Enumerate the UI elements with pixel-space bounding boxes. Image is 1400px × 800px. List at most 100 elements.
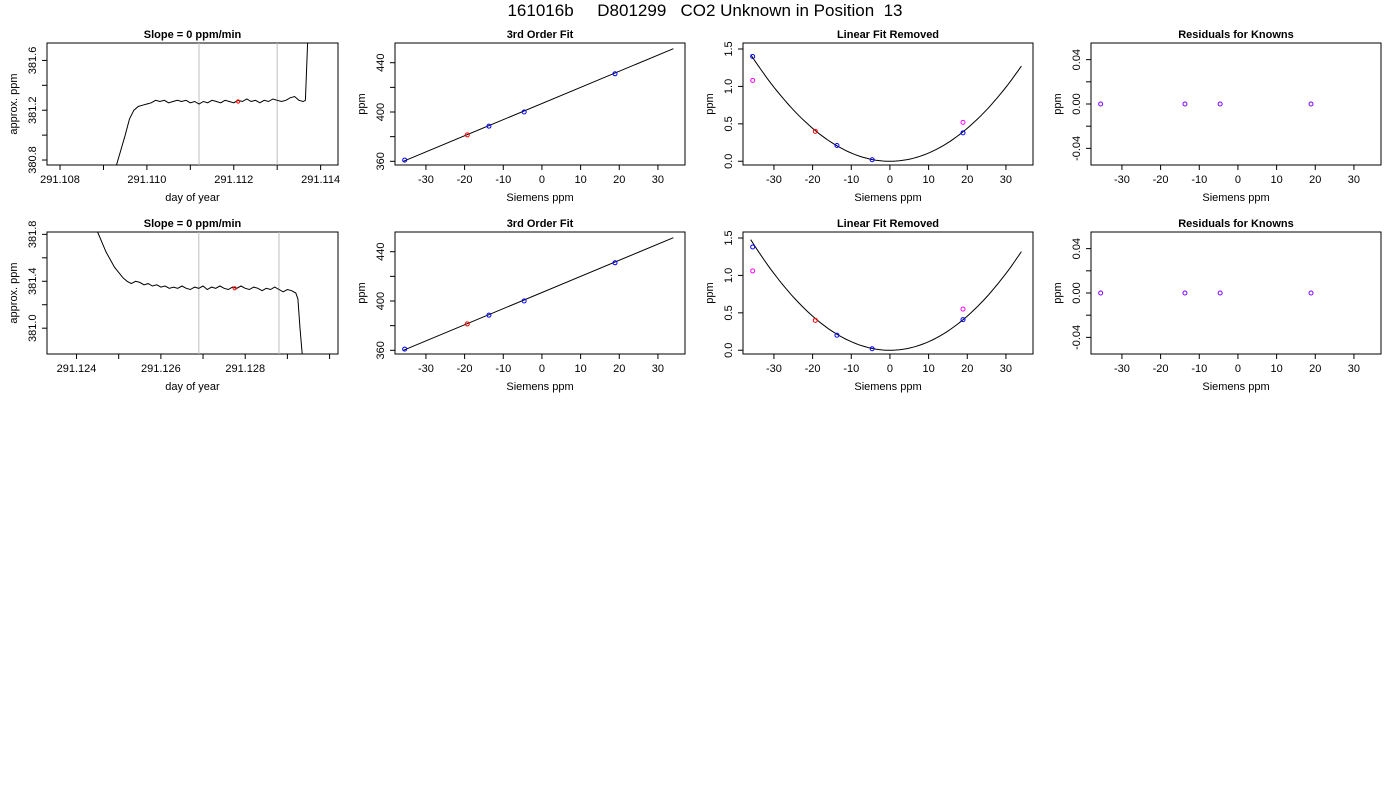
y-tick-label: 1.5 [723,230,735,245]
data-point-known [834,143,840,149]
y-tick-label: 0.04 [1071,238,1083,259]
plot-area [402,48,674,163]
x-tick-label: 20 [1309,174,1321,186]
chart-title: 3rd Order Fit [507,218,574,230]
y-tick-label: 400 [375,103,387,121]
x-axis-label: Siemens ppm [1202,192,1269,204]
data-point-unknown [464,132,470,138]
plot-frame [1090,42,1382,166]
x-axis-label: Siemens ppm [854,192,921,204]
data-point-residual [1308,101,1314,107]
x-tick-label: 0 [887,174,893,186]
y-axis-label: ppm [1052,282,1064,303]
y-tick-label: 0.00 [1071,93,1083,114]
chart-panel-1: Slope = 0 ppm/min 291.108 291.110 291.112 29… [8,29,340,204]
x-tick-label: -20 [805,363,821,375]
chart-title: Residuals for Knowns [1178,29,1294,41]
y-tick-label: 360 [375,341,387,359]
y-axis-label: ppm [356,93,368,114]
data-point-raw [750,77,756,83]
data-point-known [612,260,618,266]
fit-line [402,237,674,352]
plot-frame [394,42,686,166]
y-tick-label: 381.6 [27,47,39,75]
data-point-residual [1182,290,1188,296]
x-tick-label: 291.114 [301,174,340,186]
chart-panel-2: 3rd Order Fit -30 -20 -10 0 10 20 30 Siemens ppm… [356,29,686,204]
x-tick-label: 20 [961,174,973,186]
x-axis-label: day of year [165,381,220,393]
chart-title: Slope = 0 ppm/min [144,218,242,230]
plot-area [116,43,309,165]
chart-title: Linear Fit Removed [837,29,939,41]
x-tick-label: -30 [1114,174,1130,186]
data-point-residual [1098,101,1104,107]
chart-title: Residuals for Knowns [1178,218,1294,230]
x-tick-label: 30 [1000,174,1012,186]
y-tick-label: 400 [375,292,387,310]
x-tick-label: -10 [1191,174,1207,186]
x-tick-label: 30 [652,174,664,186]
x-tick-label: 10 [922,363,934,375]
y-axis-label: approx. ppm [8,262,20,323]
x-tick-label: 0 [1235,174,1241,186]
x-tick-label: 0 [539,174,545,186]
chart-title: Slope = 0 ppm/min [144,29,242,41]
x-tick-label: 10 [1270,174,1282,186]
x-tick-label: 0 [539,363,545,375]
x-tick-label: -20 [457,363,473,375]
x-axis-label: Siemens ppm [854,381,921,393]
y-tick-label: 0.04 [1071,49,1083,70]
data-point-known [521,109,527,115]
data-point-known [869,157,875,163]
y-axis-label: ppm [356,282,368,303]
data-point-residual [1182,101,1188,107]
y-tick-label: 381.4 [27,268,39,296]
x-axis-label: Siemens ppm [1202,381,1269,393]
x-tick-label: 10 [574,363,586,375]
data-point-known [834,332,840,338]
x-tick-label: -30 [418,363,434,375]
y-tick-label: -0.04 [1071,325,1083,350]
fit-line [402,48,674,163]
plot-frame [1090,231,1382,355]
x-tick-label: -10 [843,363,859,375]
chart-title: Linear Fit Removed [837,218,939,230]
page-title: 161016b D801299 CO2 Unknown in Position … [507,1,903,20]
data-point-residual [1308,290,1314,296]
plot-area [1098,290,1314,296]
plot-area [750,239,1022,352]
x-tick-label: 20 [613,363,625,375]
x-tick-label: -20 [805,174,821,186]
x-tick-label: -30 [1114,363,1130,375]
y-tick-label: 0.0 [723,343,735,358]
x-tick-label: 10 [922,174,934,186]
x-tick-label: -10 [495,363,511,375]
data-point-residual [1217,101,1223,107]
x-tick-label: 0 [887,363,893,375]
data-point-unknown [812,128,818,134]
plot-area [402,237,674,352]
y-axis-label: ppm [704,282,716,303]
y-tick-label: 440 [375,54,387,72]
x-tick-label: 30 [1348,174,1360,186]
y-tick-label: 381.0 [27,314,39,342]
data-point-known [486,123,492,129]
data-point-raw [960,119,966,125]
plot-area [97,232,303,354]
x-tick-label: -30 [418,174,434,186]
x-tick-label: -20 [1153,363,1169,375]
data-point-known [402,346,408,352]
plot-frame [46,42,339,166]
chart-title: 3rd Order Fit [507,29,574,41]
data-point-residual [1217,290,1223,296]
y-tick-label: 440 [375,243,387,261]
y-tick-label: 360 [375,152,387,170]
plot-frame [742,231,1034,355]
x-tick-label: 30 [1348,363,1360,375]
y-axis-label: ppm [704,93,716,114]
x-tick-label: -10 [843,174,859,186]
y-tick-label: 380.8 [27,146,39,174]
data-point-unknown [464,321,470,327]
data-point-known [869,346,875,352]
